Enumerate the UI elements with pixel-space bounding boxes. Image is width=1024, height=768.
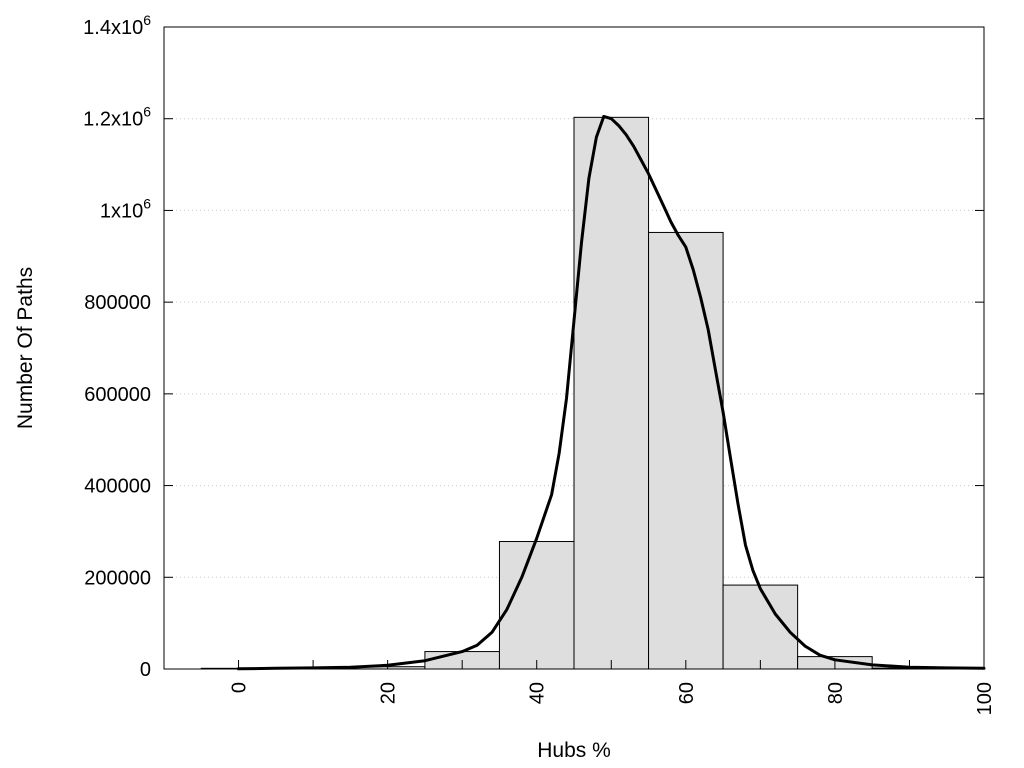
tick-labels: 02000004000006000008000001x1061.2x1061.4… [83,12,996,715]
grid-lines [164,118,984,578]
y-tick-label-exponent: 6 [143,12,151,28]
y-tick-label: 600000 [84,384,151,406]
y-tick-label-base: 200000 [84,567,151,589]
y-tick-label: 0 [140,659,151,681]
y-tick-label: 800000 [84,292,151,314]
x-tick-label: 60 [676,682,698,704]
y-tick-label-exponent: 6 [143,104,151,120]
y-tick-label: 1x106 [100,195,151,222]
y-tick-label-base: 800000 [84,292,151,314]
x-tick-label: 40 [527,682,549,704]
y-tick-label: 200000 [84,567,151,589]
y-tick-label-base: 400000 [84,476,151,498]
histogram-bar [498,541,575,670]
histogram-bars [200,116,948,670]
plot-frame [163,26,985,670]
density-curve-layer [237,114,986,671]
y-tick-label-exponent: 6 [143,195,151,211]
x-tick-label: 20 [378,682,400,704]
y-tick-label-base: 1x10 [100,200,143,222]
y-tick-label-base: 0 [140,659,151,681]
y-tick-label-base: 1.4x10 [83,17,143,39]
y-tick-label-base: 1.2x10 [83,109,143,131]
y-tick-label: 400000 [84,476,151,498]
y-tick-label: 1.4x106 [83,12,151,39]
x-tick-label: 100 [974,682,996,715]
x-tick-label: 80 [825,682,847,704]
y-tick-label: 1.2x106 [83,104,151,131]
histogram-bar [648,231,724,670]
y-axis-title: Number Of Paths [14,267,37,429]
y-tick-label-base: 600000 [84,384,151,406]
x-tick-label: 0 [229,682,251,693]
axis-ticks [164,26,984,670]
density-curve [237,114,986,671]
x-axis-title: Hubs % [537,739,611,762]
